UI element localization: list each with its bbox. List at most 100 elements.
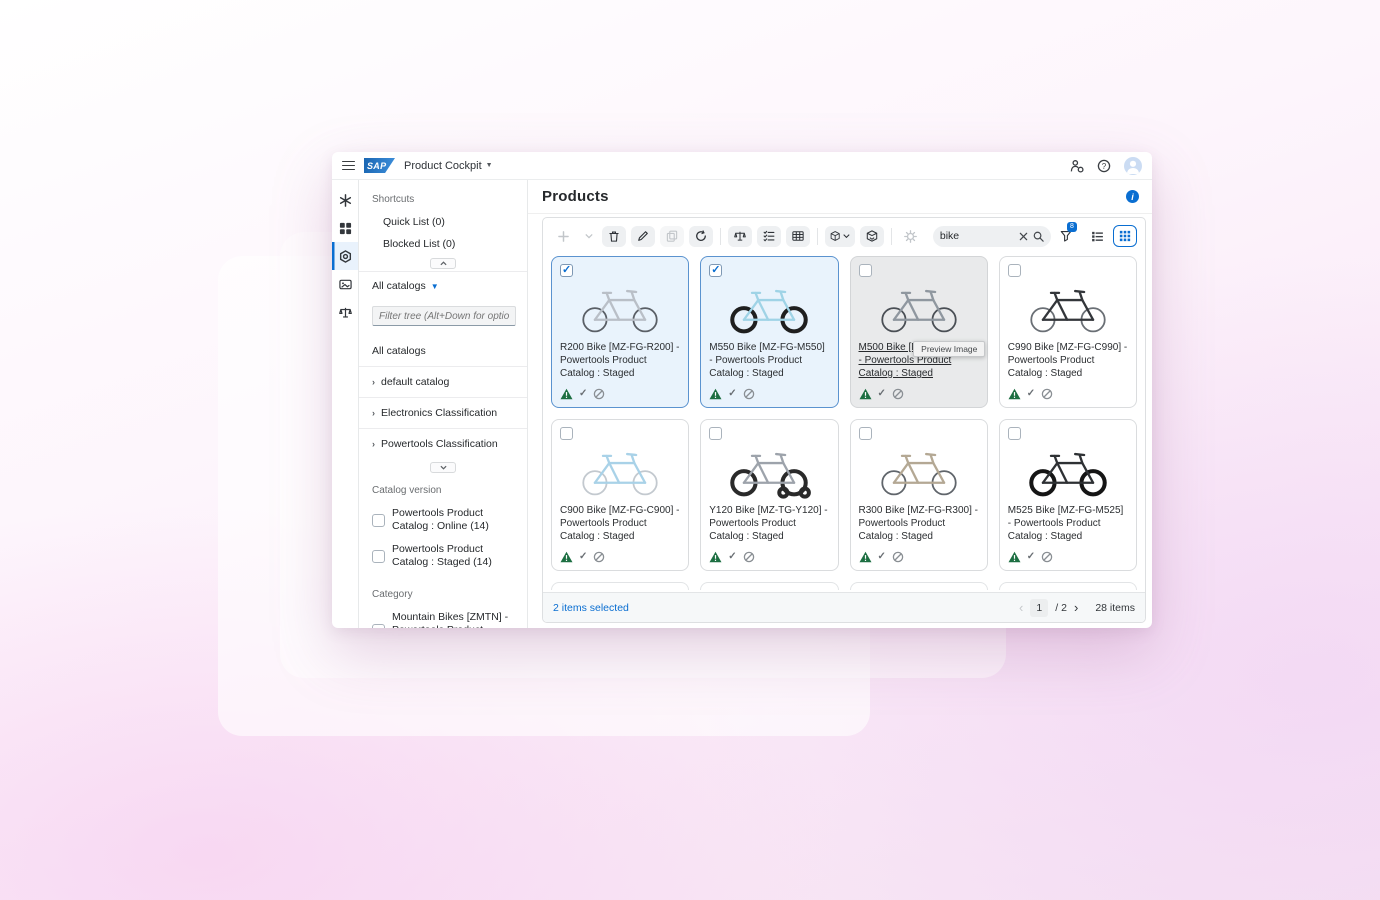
grid-footer: 2 items selected ‹ 1 / 2 › 28 items bbox=[543, 592, 1145, 622]
next-page-icon[interactable]: › bbox=[1073, 600, 1079, 615]
blocked-status-icon bbox=[892, 551, 904, 562]
product-card[interactable]: Preview Image M500 Bike [MZ-FG-M500] - P… bbox=[849, 256, 988, 408]
tree-item-all-catalogs[interactable]: All catalogs bbox=[359, 336, 527, 366]
product-card[interactable]: C900 Bike [MZ-FG-C900] - Powertools Prod… bbox=[551, 419, 690, 571]
search-icon[interactable] bbox=[1033, 231, 1044, 242]
sap-logo: SAP bbox=[364, 158, 395, 173]
product-title[interactable]: M550 Bike [MZ-FG-M550] - Powertools Prod… bbox=[709, 342, 825, 379]
rail-media-icon[interactable] bbox=[332, 270, 358, 298]
checklist-button[interactable] bbox=[756, 225, 781, 247]
product-title[interactable]: R200 Bike [MZ-FG-R200] - Powertools Prod… bbox=[560, 342, 680, 379]
warning-status-icon bbox=[560, 388, 573, 399]
products-panel: 8 bbox=[542, 217, 1146, 623]
product-title[interactable]: Y120 Bike [MZ-TG-Y120] - Powertools Prod… bbox=[709, 505, 828, 542]
product-checkbox[interactable] bbox=[560, 263, 573, 277]
blocked-status-icon bbox=[743, 551, 754, 562]
clipped-card-row bbox=[543, 582, 1145, 590]
filter-tree-input[interactable] bbox=[372, 306, 516, 326]
previous-page-icon[interactable]: ‹ bbox=[1018, 600, 1024, 615]
compare-button[interactable] bbox=[727, 225, 752, 247]
tree-item-electronics-classification[interactable]: › Electronics Classification bbox=[359, 398, 527, 428]
approved-status-icon: ✓ bbox=[1026, 550, 1036, 562]
sync-product-button[interactable] bbox=[824, 225, 855, 247]
facet-catalog-online[interactable]: Powertools Product Catalog : Online (14) bbox=[359, 502, 527, 538]
filter-button[interactable]: 8 bbox=[1056, 221, 1077, 247]
user-settings-icon[interactable] bbox=[1070, 159, 1084, 173]
product-checkbox[interactable] bbox=[709, 427, 723, 440]
product-image bbox=[560, 277, 680, 341]
product-checkbox[interactable] bbox=[709, 263, 723, 277]
selection-count-link[interactable]: 2 items selected bbox=[553, 601, 629, 614]
add-product-menu-button[interactable] bbox=[580, 226, 597, 247]
quick-list-link[interactable]: Quick List (0) bbox=[383, 216, 445, 228]
warning-status-icon bbox=[709, 551, 722, 562]
product-card[interactable]: M550 Bike [MZ-FG-M550] - Powertools Prod… bbox=[700, 256, 839, 408]
main-area: Products i bbox=[528, 180, 1152, 628]
refresh-button[interactable] bbox=[689, 225, 713, 247]
tree-item-powertools-classification[interactable]: › Powertools Classification bbox=[359, 429, 527, 459]
tree-item-label: default catalog bbox=[381, 376, 450, 388]
settings-button[interactable] bbox=[899, 226, 923, 247]
facet-checkbox[interactable] bbox=[372, 623, 385, 628]
expand-tree-button[interactable] bbox=[430, 462, 456, 473]
delete-button[interactable] bbox=[602, 225, 626, 247]
app-window: SAP Product Cockpit ▼ ? bbox=[332, 152, 1152, 628]
facet-checkbox[interactable] bbox=[372, 513, 385, 527]
tree-item-default-catalog[interactable]: › default catalog bbox=[359, 367, 527, 397]
product-card[interactable]: M525 Bike [MZ-FG-M525] - Powertools Prod… bbox=[998, 419, 1137, 571]
edit-button[interactable] bbox=[631, 225, 655, 247]
facet-mountain-online[interactable]: Mountain Bikes [ZMTN] - Powertools Produ… bbox=[359, 606, 527, 629]
app-title-dropdown[interactable]: Product Cockpit ▼ bbox=[404, 160, 493, 172]
bike-illustration bbox=[1030, 289, 1106, 333]
product-image bbox=[560, 440, 680, 504]
product-card[interactable]: Y120 Bike [MZ-TG-Y120] - Powertools Prod… bbox=[700, 419, 839, 571]
sync-all-button[interactable] bbox=[859, 225, 884, 247]
product-card[interactable]: R300 Bike [MZ-FG-R300] - Powertools Prod… bbox=[849, 419, 988, 571]
clear-search-icon[interactable] bbox=[1019, 232, 1028, 241]
page-total-label: / 2 bbox=[1055, 601, 1067, 614]
search-input[interactable] bbox=[939, 230, 1014, 242]
chevron-down-icon: ▼ bbox=[485, 162, 493, 169]
tree-item-label: All catalogs bbox=[372, 345, 426, 357]
rail-modules-icon[interactable] bbox=[332, 214, 358, 242]
avatar[interactable] bbox=[1124, 156, 1142, 175]
rail-quick-access-icon[interactable] bbox=[332, 186, 358, 214]
product-checkbox[interactable] bbox=[1007, 264, 1021, 277]
product-card[interactable]: R200 Bike [MZ-FG-R200] - Powertools Prod… bbox=[551, 256, 690, 408]
product-title[interactable]: R300 Bike [MZ-FG-R300] - Powertools Prod… bbox=[858, 505, 978, 542]
table-view-button[interactable] bbox=[785, 225, 810, 247]
help-icon[interactable]: ? bbox=[1097, 159, 1111, 173]
blocked-status-icon bbox=[594, 388, 605, 399]
facet-label: Mountain Bikes [ZMTN] - Powertools Produ… bbox=[392, 610, 509, 629]
product-card[interactable]: C990 Bike [MZ-FG-C990] - Powertools Prod… bbox=[998, 256, 1137, 408]
current-page-button[interactable]: 1 bbox=[1030, 598, 1049, 617]
list-view-button[interactable] bbox=[1086, 225, 1110, 247]
product-checkbox[interactable] bbox=[560, 427, 573, 440]
add-product-button[interactable] bbox=[551, 226, 575, 247]
rail-products-icon[interactable] bbox=[332, 242, 358, 270]
shortcuts-title: Shortcuts bbox=[372, 194, 415, 205]
product-status-row: ✓ bbox=[560, 550, 680, 563]
view-toggle bbox=[1086, 225, 1137, 247]
collapse-shortcuts-button[interactable] bbox=[430, 258, 456, 269]
catalog-selector-dropdown[interactable]: All catalogs ▼ bbox=[359, 272, 527, 300]
product-title[interactable]: M525 Bike [MZ-FG-M525] - Powertools Prod… bbox=[1007, 505, 1124, 542]
bike-illustration bbox=[730, 289, 809, 334]
product-checkbox[interactable] bbox=[1007, 427, 1021, 440]
facet-catalog-staged[interactable]: Powertools Product Catalog : Staged (14) bbox=[359, 538, 527, 574]
approved-status-icon: ✓ bbox=[579, 387, 588, 399]
rail-compare-icon[interactable] bbox=[332, 298, 358, 326]
product-checkbox[interactable] bbox=[858, 264, 872, 277]
catalog-version-title: Catalog version bbox=[372, 485, 442, 496]
product-title[interactable]: C990 Bike [MZ-FG-C990] - Powertools Prod… bbox=[1007, 342, 1128, 379]
blocked-list-link[interactable]: Blocked List (0) bbox=[383, 238, 456, 250]
blocked-status-icon bbox=[892, 388, 904, 399]
info-icon[interactable]: i bbox=[1126, 190, 1139, 203]
product-title[interactable]: C900 Bike [MZ-FG-C900] - Powertools Prod… bbox=[560, 505, 680, 542]
menu-icon[interactable] bbox=[342, 160, 355, 171]
approved-status-icon: ✓ bbox=[579, 550, 588, 562]
product-checkbox[interactable] bbox=[858, 427, 872, 440]
facet-checkbox[interactable] bbox=[372, 549, 385, 563]
grid-view-button[interactable] bbox=[1112, 225, 1137, 247]
copy-button[interactable] bbox=[660, 225, 684, 247]
